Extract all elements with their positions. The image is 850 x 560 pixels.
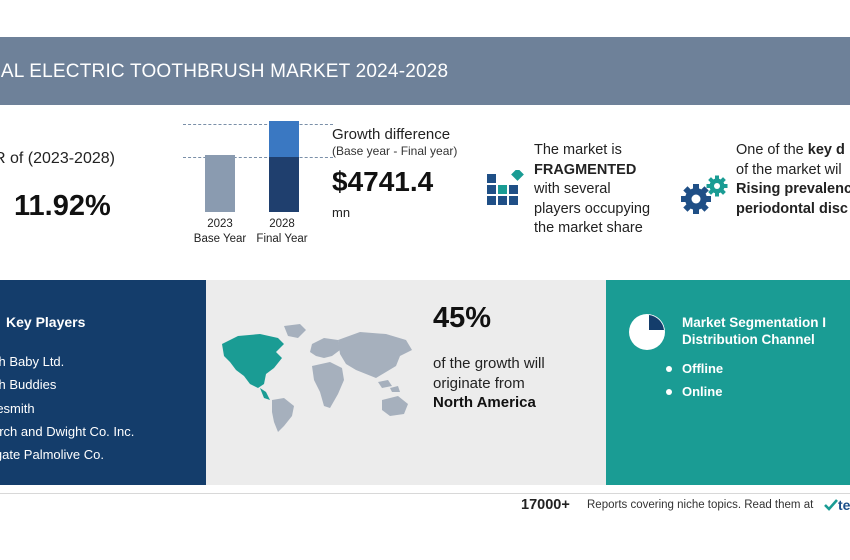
player-name: sh Buddies	[0, 377, 57, 392]
title-bar: BAL ELECTRIC TOOTHBRUSH MARKET 2024-2028	[0, 37, 850, 105]
player-name: urch and Dwight Co. Inc.	[0, 424, 135, 439]
market-line-5: the market share	[534, 220, 643, 236]
footer-divider	[0, 493, 850, 494]
tick-label-2028: 2028 Final Year	[251, 217, 313, 247]
market-structure-text: The market is FRAGMENTED with several pl…	[534, 141, 650, 239]
region-share-value: 45%	[433, 302, 492, 334]
footer-text: Reports covering niche topics. Read them…	[587, 499, 814, 511]
bullet-icon	[666, 366, 672, 372]
cagr-value: 11.92%	[14, 190, 111, 222]
pie-chart-icon	[629, 314, 665, 350]
key-players-panel: Key Players sh Baby Ltd. sh Buddies resm…	[0, 280, 206, 485]
fragmented-grid-icon	[487, 170, 524, 205]
segmentation-title: Market Segmentation I Distribution Chann…	[682, 314, 826, 348]
driver-line-1: One of the key d	[736, 141, 850, 161]
footer-report-count: 17000+	[521, 497, 570, 513]
region-name: North America	[433, 394, 536, 411]
driver-line-3-bold: Rising prevalenc	[736, 181, 850, 197]
region-line-2: originate from	[433, 375, 525, 392]
segmentation-title-line-1: Market Segmentation I	[682, 315, 827, 330]
gears-icon	[681, 175, 728, 214]
cagr-label: R of (2023-2028)	[0, 150, 115, 167]
technavio-logo[interactable]: te	[824, 497, 850, 514]
growth-value: $4741.4	[332, 166, 434, 197]
region-share-text: of the growth will originate from	[433, 354, 545, 394]
tick-label-2023-caption: Base Year	[193, 233, 247, 245]
market-line-1: The market is	[534, 142, 622, 158]
tick-label-2028-year: 2028	[269, 218, 295, 230]
market-fragmented-label: FRAGMENTED	[534, 161, 637, 178]
key-driver-text: One of the key d of the market wil Risin…	[736, 141, 850, 219]
bullet-icon	[666, 389, 672, 395]
driver-line-1-prefix: One of the	[736, 142, 808, 158]
tick-label-2023: 2023 Base Year	[183, 217, 257, 247]
player-name: resmith	[0, 401, 35, 416]
region-line-1: of the growth will	[433, 355, 545, 372]
player-name: lgate Palmolive Co.	[0, 447, 104, 462]
market-line-3: with several	[534, 181, 611, 197]
logo-text: te	[838, 497, 850, 513]
logo-mark-icon	[824, 499, 838, 511]
bar-2023	[205, 155, 235, 212]
segment-label: Online	[682, 384, 723, 399]
segmentation-title-line-2: Distribution Channel	[682, 332, 815, 347]
segment-label: Offline	[682, 361, 724, 376]
growth-sub-label: (Base year - Final year)	[332, 144, 458, 158]
key-players-title: Key Players	[6, 314, 86, 330]
chart-dash-line-mid	[183, 157, 333, 158]
regional-share-panel: 45% of the growth will originate from No…	[206, 280, 606, 485]
tick-label-2028-caption: Final Year	[256, 233, 308, 245]
segmentation-panel: Market Segmentation I Distribution Chann…	[606, 280, 850, 485]
driver-line-4-bold: periodontal disc	[736, 200, 848, 217]
tick-label-2023-year: 2023	[207, 218, 233, 230]
market-line-4: players occupying	[534, 200, 651, 217]
market-line-2: FRAGMENTED	[534, 161, 650, 181]
bar-2028-base	[269, 157, 299, 212]
growth-label: Growth difference	[332, 126, 451, 143]
driver-line-2: of the market wil	[736, 161, 842, 178]
player-name: sh Baby Ltd.	[0, 354, 65, 369]
world-map-icon	[222, 324, 412, 432]
growth-unit: mn	[332, 205, 351, 220]
driver-line-3: Rising prevalenc	[736, 180, 850, 200]
driver-line-1-bold: key d	[807, 142, 845, 158]
driver-line-4: periodontal disc	[736, 200, 850, 220]
growth-bar-chart: 2023 Base Year 2028 Final Year	[183, 120, 333, 252]
chart-dash-line-top	[183, 124, 333, 125]
page-title: BAL ELECTRIC TOOTHBRUSH MARKET 2024-2028	[0, 61, 449, 82]
bar-2028-increment	[269, 120, 299, 158]
